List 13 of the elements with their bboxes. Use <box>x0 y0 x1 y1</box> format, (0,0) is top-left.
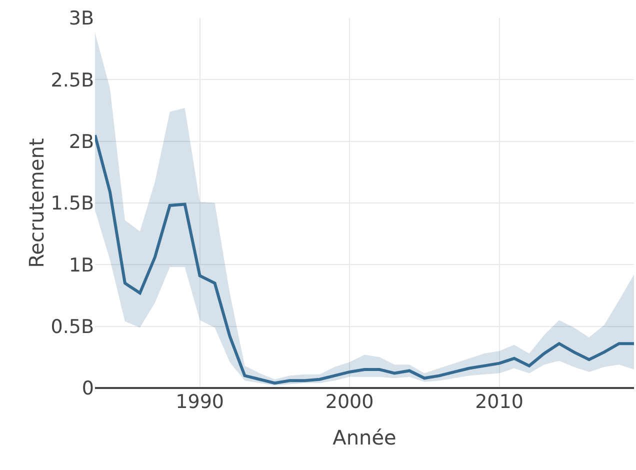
x-tick-label: 2010 <box>475 391 524 413</box>
x-tick-label: 1990 <box>176 391 224 413</box>
y-tick-label: 1B <box>68 254 94 276</box>
x-tick-label: 2000 <box>325 391 374 413</box>
y-tick-label: 2B <box>68 130 94 153</box>
y-axis-title: Recrutement <box>24 138 49 268</box>
y-tick-label: 0.5B <box>50 316 94 338</box>
y-tick-label: 0 <box>82 378 94 400</box>
x-axis-title: Année <box>332 426 396 450</box>
line-series <box>95 134 634 385</box>
y-tick-label: 2.5B <box>50 69 94 92</box>
y-tick-label: 1.5B <box>50 192 94 215</box>
y-tick-label: 3B <box>68 8 94 30</box>
